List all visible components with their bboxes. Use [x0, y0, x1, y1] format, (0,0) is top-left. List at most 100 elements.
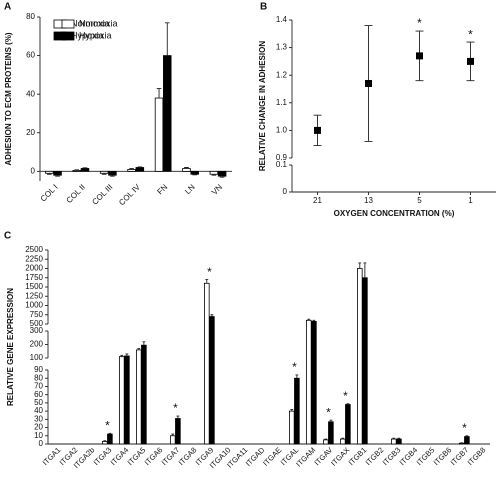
x-tick-label: ITGB1 — [347, 445, 369, 467]
error-bar — [101, 173, 107, 175]
bar — [311, 321, 317, 445]
error-bar — [55, 175, 60, 177]
error-bar — [110, 175, 115, 177]
error-bar — [358, 262, 362, 269]
x-tick-label: ITGB3 — [381, 445, 403, 467]
y-tick-label: 30 — [34, 414, 43, 423]
y-tick-label: 40 — [26, 89, 35, 98]
y-tick-label: 300 — [30, 326, 44, 335]
x-tick-label: COL III — [90, 183, 114, 207]
bar — [328, 421, 334, 445]
x-tick-label: COL IV — [117, 182, 142, 207]
error-bar — [341, 437, 345, 440]
y-tick-label: 1.4 — [276, 15, 288, 24]
bar — [53, 170, 62, 176]
x-tick-label: LN — [183, 182, 197, 196]
x-tick-label: 1 — [468, 196, 473, 205]
legend-label: Normoxia — [79, 18, 118, 28]
point — [467, 57, 474, 65]
bar — [108, 170, 117, 176]
bar — [322, 439, 329, 445]
y-tick-label: 10 — [34, 431, 43, 440]
y-tick-label: 0 — [39, 439, 44, 448]
y-tick-label: 20 — [34, 423, 43, 432]
bar — [163, 55, 172, 172]
panel-label: B — [260, 2, 267, 13]
y-tick-label: 2250 — [25, 254, 43, 263]
bar — [305, 319, 312, 445]
bar — [217, 170, 227, 177]
error-bar — [103, 440, 107, 442]
x-tick-label: ITGA3 — [92, 445, 114, 467]
significance-mark: * — [417, 16, 422, 30]
y-axis-label: RELATIVE GENE EXPRESSION — [6, 288, 15, 406]
legend-label: Normoxia — [71, 18, 110, 28]
error-bar — [129, 168, 134, 170]
y-tick-label: 0.9 — [276, 153, 288, 162]
bar — [107, 433, 113, 445]
point — [365, 79, 372, 87]
bar — [119, 356, 125, 445]
x-tick-label: ITGB2 — [364, 445, 386, 467]
error-bar — [137, 348, 141, 350]
significance-mark: * — [343, 389, 348, 403]
y-tick-label: 100 — [30, 353, 44, 362]
error-bar — [184, 167, 189, 169]
x-tick-label: ITGB6 — [432, 445, 454, 467]
error-bar — [211, 174, 217, 176]
legend-swatch — [61, 31, 75, 41]
error-bar — [346, 403, 350, 405]
error-bar — [82, 167, 88, 169]
bar — [390, 438, 397, 445]
significance-mark: * — [326, 405, 331, 419]
significance-mark: * — [173, 401, 178, 415]
y-tick-label: 750 — [30, 310, 44, 319]
error-bar — [210, 314, 214, 317]
error-bar — [108, 432, 112, 435]
x-tick-label: ITGB4 — [398, 445, 420, 467]
error-bar — [142, 341, 146, 346]
significance-mark: * — [207, 265, 212, 279]
x-tick-label: 13 — [364, 196, 373, 205]
x-tick-label: 5 — [417, 196, 422, 205]
y-tick-label: 200 — [30, 340, 44, 349]
y-tick-label: 1.1 — [276, 98, 288, 107]
legend-swatch — [61, 19, 75, 29]
error-bar — [171, 433, 175, 436]
x-tick-label: 21 — [313, 196, 322, 205]
y-tick-label: 50 — [34, 398, 43, 407]
bar — [135, 167, 145, 172]
point — [416, 52, 423, 60]
bar — [99, 170, 109, 174]
significance-mark: * — [105, 418, 110, 432]
bar — [362, 277, 368, 445]
error-bar — [290, 409, 294, 412]
y-tick-label: 1.2 — [276, 70, 288, 79]
y-tick-label: 1500 — [25, 282, 43, 291]
panel-label: A — [4, 2, 11, 13]
y-tick-label: 1000 — [25, 301, 43, 310]
y-tick-label: 500 — [30, 319, 44, 328]
x-tick-label: ITGAX — [329, 445, 351, 467]
error-bar — [192, 174, 198, 176]
error-bar — [219, 176, 225, 178]
significance-mark: * — [462, 421, 467, 435]
x-tick-label: ITGA6 — [143, 445, 165, 467]
x-tick-label: ITGA1 — [41, 445, 63, 467]
significance-mark: * — [468, 27, 473, 41]
bar — [80, 168, 90, 172]
x-tick-label: ITGB7 — [449, 445, 471, 467]
legend-label: Hypoxia — [71, 30, 104, 40]
x-tick-label: ITGAM — [294, 445, 317, 468]
x-tick-label: ITGA8 — [177, 445, 199, 467]
x-tick-label: ITGA4 — [109, 445, 131, 467]
error-bar — [125, 353, 129, 356]
error-bar — [307, 318, 311, 321]
x-tick-label: ITGB5 — [415, 445, 437, 467]
legend-label: Hypoxia — [79, 30, 112, 40]
y-tick-label: 0 — [31, 166, 36, 175]
bar — [288, 410, 295, 445]
bar — [464, 436, 470, 445]
significance-mark: * — [292, 360, 297, 374]
